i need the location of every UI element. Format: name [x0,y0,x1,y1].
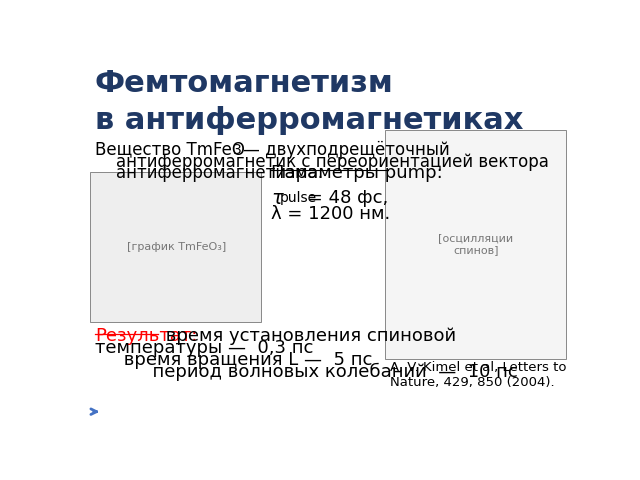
Text: антиферромагнетизма.: антиферромагнетизма. [95,165,323,182]
Text: время вращения L —  5 пс: время вращения L — 5 пс [95,351,372,369]
Text: 3: 3 [233,144,241,157]
Text: Параметры pump:: Параметры pump: [271,165,443,182]
Text: pulse: pulse [280,192,317,205]
Text: A. V. Kimel et al, Letters to
Nature, 429, 850 (2004).: A. V. Kimel et al, Letters to Nature, 42… [390,361,566,389]
FancyBboxPatch shape [90,172,261,322]
Text: период волновых колебаний  —  10 пс: период волновых колебаний — 10 пс [95,363,518,381]
Text: в антиферромагнетиках: в антиферромагнетиках [95,106,524,135]
Text: τ: τ [271,189,283,208]
Text: Результат:: Результат: [95,327,197,346]
Text: Фемтомагнетизм: Фемтомагнетизм [95,69,394,98]
Text: антиферромагнетик с переориентацией вектора: антиферромагнетик с переориентацией вект… [95,153,548,170]
Text: [осцилляции
спинов]: [осцилляции спинов] [438,233,513,255]
Text: Вещество TmFeO: Вещество TmFeO [95,141,244,159]
FancyBboxPatch shape [385,130,566,359]
Text: время установления спиновой: время установления спиновой [161,327,456,346]
Text: [график TmFeO₃]: [график TmFeO₃] [127,242,227,252]
Text: = 48 фс,: = 48 фс, [301,189,388,207]
Text: — двухподрещёточный: — двухподрещёточный [237,141,449,159]
Text: λ = 1200 нм.: λ = 1200 нм. [271,205,390,224]
Text: температуры —  0,3 пс: температуры — 0,3 пс [95,339,313,357]
